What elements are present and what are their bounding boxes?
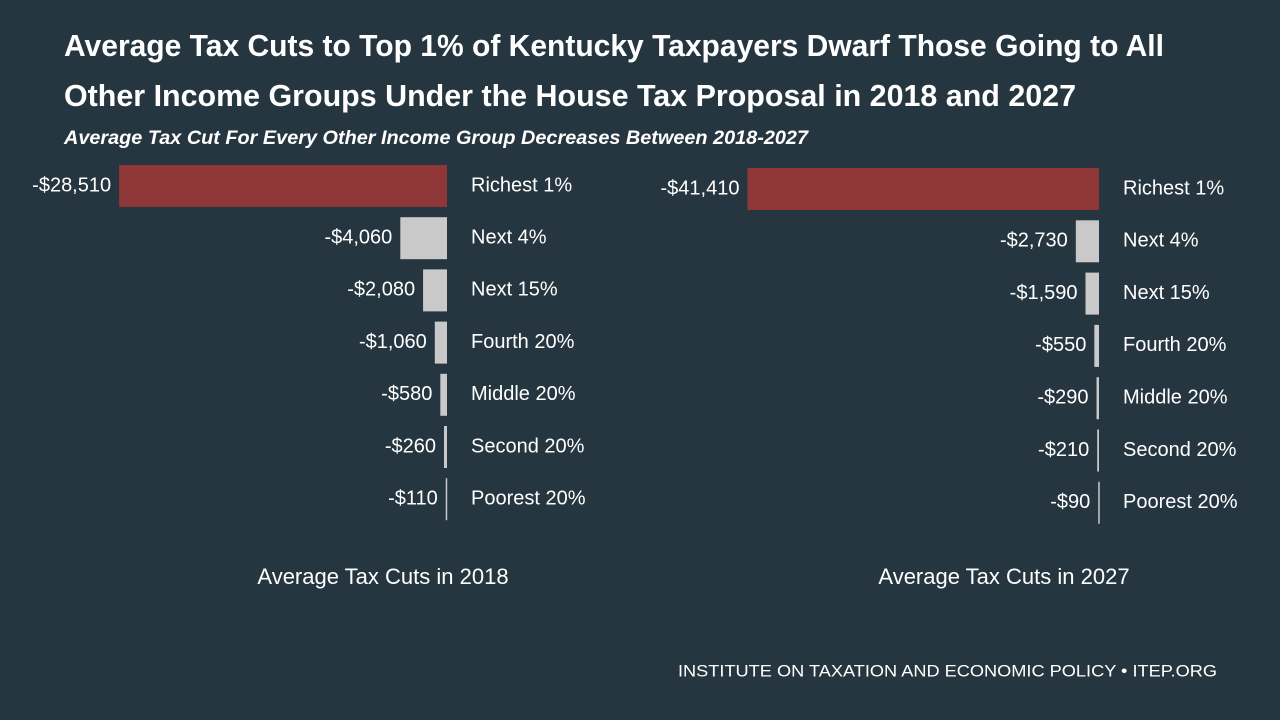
value-label: -$290 — [1037, 386, 1088, 408]
category-label: Poorest 20% — [1123, 491, 1238, 513]
bar — [434, 321, 447, 364]
value-label: -$580 — [381, 383, 432, 405]
value-label: -$41,410 — [661, 177, 740, 199]
bar — [1094, 324, 1099, 367]
bar — [444, 426, 447, 468]
value-label: -$90 — [1050, 491, 1090, 513]
category-label: Second 20% — [471, 435, 585, 457]
bar — [1096, 377, 1099, 420]
value-label: -$1,060 — [359, 331, 427, 353]
bar — [1075, 220, 1099, 263]
category-label: Middle 20% — [1123, 386, 1228, 408]
bar — [119, 165, 447, 207]
category-label: Middle 20% — [471, 383, 576, 405]
bar — [440, 373, 447, 416]
category-label: Next 15% — [471, 279, 558, 301]
value-label: -$550 — [1035, 334, 1086, 356]
value-label: -$260 — [385, 435, 436, 457]
category-label: Next 15% — [1123, 282, 1210, 304]
bar — [423, 269, 447, 312]
value-label: -$110 — [388, 487, 438, 509]
category-label: Next 4% — [471, 226, 547, 248]
value-label: -$1,590 — [1010, 282, 1078, 304]
source: INSTITUTE ON TAXATION AND ECONOMIC POLIC… — [678, 661, 1217, 680]
category-label: Poorest 20% — [471, 487, 586, 509]
value-label: -$2,080 — [347, 279, 415, 301]
bar — [1085, 272, 1099, 315]
bar — [400, 217, 447, 260]
chart-title: Other Income Groups Under the House Tax … — [64, 78, 1076, 113]
category-label: Fourth 20% — [1123, 334, 1227, 356]
category-label: Fourth 20% — [471, 331, 575, 353]
value-label: -$210 — [1038, 439, 1089, 461]
bar — [445, 478, 448, 521]
bar — [1098, 481, 1100, 524]
value-label: -$2,730 — [1000, 230, 1068, 252]
category-label: Second 20% — [1123, 439, 1237, 461]
chart-subtitle: Average Tax Cut For Every Other Income G… — [63, 128, 810, 149]
x-axis-label: Average Tax Cuts in 2027 — [878, 564, 1129, 589]
bar — [747, 168, 1099, 210]
category-label: Richest 1% — [471, 174, 572, 196]
chart-title: Average Tax Cuts to Top 1% of Kentucky T… — [64, 28, 1164, 63]
category-label: Richest 1% — [1123, 177, 1224, 199]
value-label: -$28,510 — [32, 174, 111, 196]
bar — [1097, 429, 1099, 472]
x-axis-label: Average Tax Cuts in 2018 — [257, 564, 508, 589]
category-label: Next 4% — [1123, 230, 1199, 252]
value-label: -$4,060 — [324, 226, 392, 248]
